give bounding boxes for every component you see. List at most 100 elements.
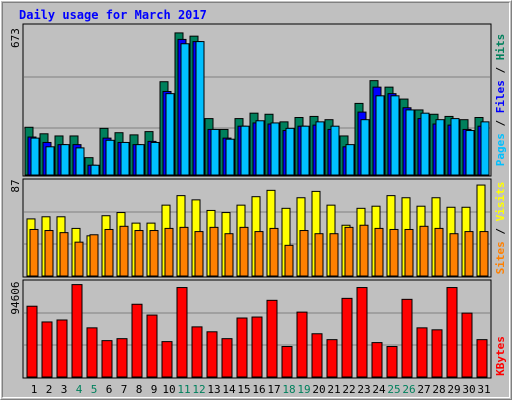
kbytes-bar — [251, 316, 263, 378]
kbytes-bar — [431, 329, 443, 378]
pages-bar — [435, 119, 445, 176]
legend-separator: / — [494, 113, 507, 133]
pages-bar — [450, 118, 460, 176]
day-label: 21 — [327, 383, 340, 396]
day-axis-labels: 1 2 3 4 5 6 7 8 9 10 11 12 13 14 15 16 17 18 19 20 21 22 23 24 2… — [31, 383, 491, 396]
pages-bar — [315, 121, 325, 176]
sites-bar — [164, 227, 174, 277]
sites-bar — [149, 230, 159, 277]
day-label: 10 — [162, 383, 175, 396]
pages-bar — [375, 95, 385, 176]
kbytes-bar — [326, 339, 338, 378]
day-label: 12 — [192, 383, 205, 396]
pages-bar — [300, 125, 310, 176]
kbytes-panel: 94606 KBytes — [9, 279, 507, 379]
kbytes-bar — [296, 311, 308, 378]
sites-bar — [59, 232, 69, 277]
kbytes-bar — [371, 342, 383, 378]
kbytes-bar — [461, 312, 473, 378]
sites-bar — [284, 244, 294, 277]
kbytes-bar — [101, 340, 113, 378]
kbytes-bar — [176, 287, 188, 378]
sites-bar — [479, 231, 489, 277]
kbytes-bar — [221, 338, 233, 378]
day-label: 25 — [387, 383, 400, 396]
kbytes-bar — [71, 284, 83, 378]
pages-bar — [90, 164, 100, 176]
day-label: 13 — [207, 383, 220, 396]
legend-hits: Hits — [494, 34, 507, 61]
hits-files-pages-panel: 673 Pages / Files / Hits — [9, 23, 507, 177]
kbytes-bar — [191, 326, 203, 378]
legend-visits: Visits — [494, 182, 507, 222]
day-label: 24 — [372, 383, 386, 396]
pages-bar — [30, 137, 40, 176]
sites-bar — [269, 227, 279, 277]
bottom-max-label: 94606 — [9, 281, 22, 314]
sites-bar — [74, 241, 84, 277]
pages-bar — [390, 95, 400, 176]
kbytes-bar — [341, 297, 353, 378]
day-label: 2 — [46, 383, 53, 396]
day-label: 6 — [106, 383, 113, 396]
sites-bar — [464, 231, 474, 277]
kbytes-bar — [161, 341, 173, 378]
sites-bar — [179, 226, 189, 277]
top-bars — [24, 32, 490, 176]
legend-pages: Pages — [494, 133, 507, 166]
kbytes-bar — [311, 333, 323, 378]
pages-bar — [165, 93, 175, 176]
pages-bar — [225, 138, 235, 176]
kbytes-bar — [236, 317, 248, 378]
day-label: 19 — [297, 383, 310, 396]
kbytes-bar — [266, 299, 278, 378]
top-max-label: 673 — [9, 28, 22, 48]
day-label: 31 — [477, 383, 490, 396]
sites-bar — [359, 224, 369, 277]
sites-bar — [119, 225, 129, 277]
sites-bar — [254, 231, 264, 277]
pages-bar — [345, 144, 355, 176]
kbytes-bar — [401, 298, 413, 378]
kbytes-bar — [356, 287, 368, 378]
kbytes-bar — [41, 321, 53, 378]
pages-bar — [285, 127, 295, 176]
day-label: 18 — [282, 383, 295, 396]
sites-bar — [239, 226, 249, 277]
legend-sites: Sites — [494, 241, 507, 274]
kbytes-bar — [386, 346, 398, 378]
kbytes-bar — [476, 339, 488, 378]
sites-bar — [104, 228, 114, 277]
day-label: 16 — [252, 383, 265, 396]
sites-bar — [194, 231, 204, 277]
sites-bar — [404, 228, 414, 277]
day-label: 30 — [462, 383, 475, 396]
sites-bar — [29, 228, 39, 277]
sites-bar — [44, 230, 54, 277]
kbytes-bar — [131, 303, 143, 378]
kbytes-bar — [416, 327, 428, 378]
sites-bar — [224, 233, 234, 277]
pages-bar — [255, 120, 265, 176]
day-label: 28 — [432, 383, 445, 396]
pages-bar — [360, 119, 370, 176]
kbytes-bar — [56, 319, 68, 378]
pages-bar — [135, 144, 145, 176]
pages-bar — [330, 125, 340, 176]
middle-max-label: 87 — [9, 179, 22, 192]
sites-bar — [434, 227, 444, 277]
sites-bar — [449, 233, 459, 277]
sites-bar — [209, 226, 219, 277]
sites-bar — [89, 234, 99, 277]
day-label: 20 — [312, 383, 325, 396]
pages-bar — [105, 139, 115, 176]
top-legend: Pages / Files / Hits — [494, 34, 507, 167]
kbytes-bar — [86, 327, 98, 378]
sites-bar — [299, 230, 309, 277]
sites-bar — [419, 225, 429, 277]
pages-bar — [240, 125, 250, 176]
